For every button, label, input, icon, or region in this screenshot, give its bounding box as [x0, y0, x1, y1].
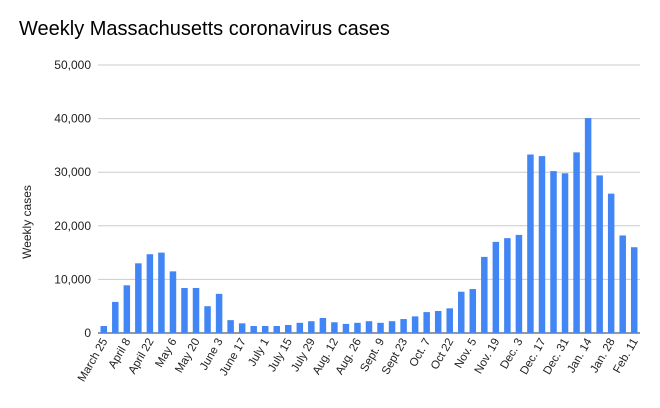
bar [285, 324, 292, 333]
x-tick-label: March 25 [76, 337, 110, 385]
bar [273, 326, 280, 333]
bar [458, 291, 465, 333]
y-tick-label: 20,000 [54, 219, 91, 233]
bar [469, 289, 477, 333]
bar [492, 241, 500, 333]
bar [446, 308, 453, 333]
bar [227, 320, 234, 333]
bar [215, 293, 223, 333]
y-axis-label: Weekly cases [20, 185, 34, 259]
bar [296, 322, 304, 333]
bar [411, 316, 419, 333]
bar [308, 321, 315, 333]
bar [331, 322, 338, 333]
bar [538, 156, 546, 333]
bar [423, 312, 430, 333]
bar [100, 326, 108, 333]
bar [250, 326, 257, 333]
bar [630, 247, 638, 333]
bar [158, 252, 165, 333]
bar [377, 322, 384, 333]
bar [123, 285, 131, 333]
bar [135, 263, 142, 333]
bar [400, 319, 407, 333]
bar [261, 326, 269, 333]
bar [561, 173, 569, 333]
bar [481, 256, 488, 333]
y-tick-labels: 0 10,000 20,000 30,000 40,000 50,000 [54, 58, 91, 340]
y-tick-label: 30,000 [54, 165, 91, 179]
bar [504, 238, 511, 333]
y-tick-label: 10,000 [54, 272, 91, 286]
bar [354, 322, 361, 333]
y-tick-label: 40,000 [54, 112, 91, 126]
gridlines [98, 64, 640, 334]
bar [527, 154, 534, 333]
chart-title: Weekly Massachusetts coronavirus cases [19, 18, 390, 40]
bar [112, 301, 119, 333]
bar [238, 323, 246, 333]
x-tick-label: Oct 22 [429, 337, 456, 372]
y-tick-label: 50,000 [54, 58, 91, 72]
bar [388, 321, 396, 333]
bar [619, 235, 626, 333]
bar [192, 287, 200, 333]
bar [550, 171, 557, 333]
bar [181, 287, 188, 333]
bar [434, 311, 442, 333]
bar [607, 193, 615, 333]
bar [573, 152, 580, 333]
y-tick-label: 0 [84, 326, 91, 340]
bar [596, 175, 603, 333]
bar [204, 306, 211, 333]
bar [169, 271, 177, 333]
bar [146, 254, 154, 333]
bar [342, 323, 350, 333]
bars [100, 118, 638, 333]
bar [584, 118, 592, 333]
bar [365, 321, 373, 333]
bar [319, 317, 327, 333]
bar [515, 234, 523, 333]
